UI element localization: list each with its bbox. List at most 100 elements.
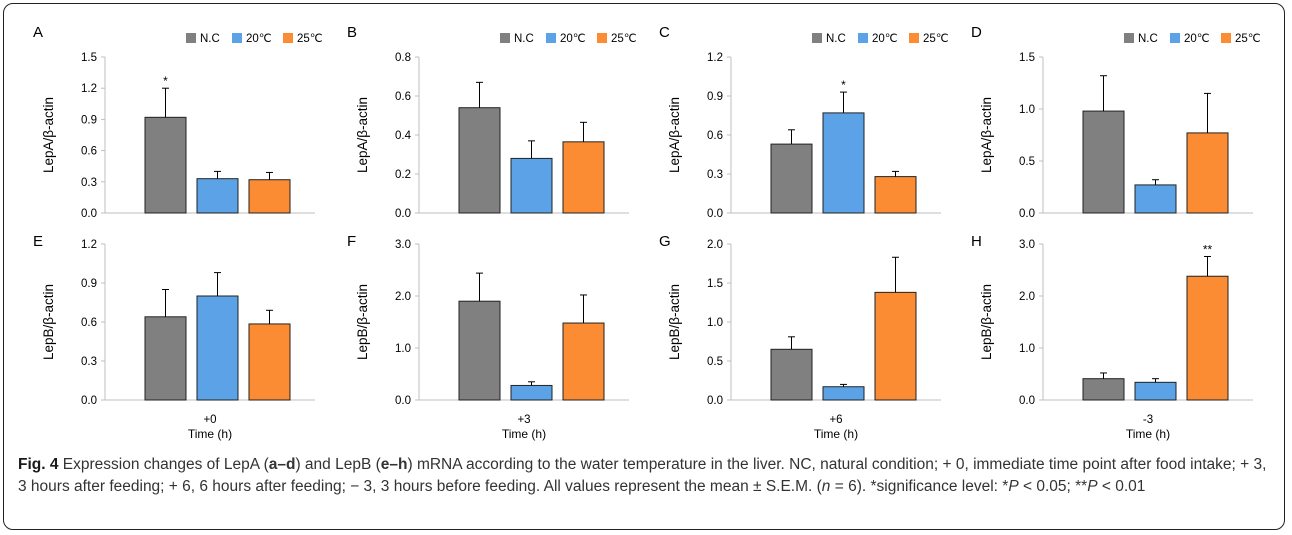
y-tick-label: 0.3: [81, 177, 97, 189]
y-axis-title: LepB/β-actin: [355, 284, 370, 360]
bar: [144, 116, 187, 214]
legend-label: 25℃: [923, 33, 949, 45]
bar: [822, 112, 865, 214]
y-tick-label: 1.5: [1019, 52, 1035, 64]
panel-label: C: [659, 24, 670, 41]
significance-mark: *: [163, 74, 168, 88]
panel-label: G: [659, 233, 671, 250]
bar: [562, 141, 605, 214]
y-tick-label: 1.2: [81, 83, 97, 95]
caption-part: < 0.01: [1097, 478, 1146, 495]
legend-label: N.C: [1138, 33, 1158, 45]
y-tick-label: 2.0: [395, 291, 411, 303]
y-tick-label: 2.0: [707, 239, 723, 251]
y-tick-label: 1.0: [707, 317, 723, 329]
legend-swatch: [546, 33, 556, 43]
caption-part: ) and LepB (: [295, 456, 381, 473]
bar: [1082, 110, 1125, 214]
y-tick-label: 0.5: [1019, 156, 1035, 168]
y-tick-label: 1.5: [707, 278, 723, 290]
panel-label: D: [971, 24, 982, 41]
chart-grid: A N.C 20℃ 25℃ 0.0 0.3 0.6 0.9 1.2 1.5 LepA/β-actin…: [33, 24, 1261, 441]
y-tick-label: 0.0: [395, 395, 411, 407]
y-tick-label: 2.0: [1019, 291, 1035, 303]
legend-swatch: [1221, 33, 1231, 43]
y-axis-title: LepA/β-actin: [979, 97, 994, 173]
y-tick-label: 0.0: [81, 395, 97, 407]
legend-swatch: [186, 33, 196, 43]
panel-label: B: [347, 24, 357, 41]
bar: [874, 176, 917, 214]
bar: [1134, 381, 1177, 401]
y-tick-label: 1.5: [81, 52, 97, 64]
caption-part: P: [1087, 478, 1098, 495]
legend-swatch: [1170, 33, 1180, 43]
bar: [770, 348, 813, 401]
x-axis-title: Time (h): [814, 427, 858, 441]
legend-swatch: [283, 33, 293, 43]
y-tick-label: 0.9: [81, 114, 97, 126]
y-tick-label: 1.2: [81, 239, 97, 251]
y-axis-title: LepB/β-actin: [41, 284, 56, 360]
bar: [822, 386, 865, 401]
legend-swatch: [858, 33, 868, 43]
legend-swatch: [597, 33, 607, 43]
caption-part: = 6). *significance level: *: [830, 478, 1009, 495]
bar: [562, 322, 605, 401]
y-tick-label: 3.0: [1019, 239, 1035, 251]
panel-label: E: [33, 233, 43, 250]
chart-panel-a: A N.C 20℃ 25℃ 0.0 0.3 0.6 0.9 1.2 1.5 LepA/β-actin…: [33, 24, 323, 220]
caption-part: e–h: [380, 456, 408, 473]
y-tick-label: 0.0: [707, 395, 723, 407]
y-tick-label: 1.0: [1019, 104, 1035, 116]
y-tick-label: 0.9: [707, 91, 723, 103]
y-tick-label: 0.0: [1019, 395, 1035, 407]
x-tick-label: -3: [1143, 414, 1153, 426]
legend-label: 25℃: [1235, 33, 1261, 45]
caption-part: < 0.05; **: [1018, 478, 1088, 495]
y-tick-label: 0.3: [707, 169, 723, 181]
figure-caption: Fig. 4 Expression changes of LepA (a–d) …: [18, 454, 1273, 498]
bar: [248, 179, 291, 214]
x-axis-title: Time (h): [188, 427, 232, 441]
x-axis-title: Time (h): [1126, 427, 1170, 441]
caption-part: a–d: [268, 456, 296, 473]
panel-label: H: [971, 233, 982, 250]
caption-part: ) mRNA according to the water temperatur…: [18, 456, 1267, 495]
bar: [144, 316, 187, 401]
y-tick-label: 1.2: [707, 52, 723, 64]
bar: [458, 300, 501, 401]
figure-frame: [3, 3, 1285, 530]
y-axis-title: LepA/β-actin: [41, 97, 56, 173]
x-axis-title: Time (h): [502, 427, 546, 441]
y-tick-label: 0.2: [395, 169, 411, 181]
y-tick-label: 0.6: [81, 317, 97, 329]
x-tick-label: +3: [517, 414, 530, 426]
y-tick-label: 0.4: [395, 130, 412, 142]
caption-label: Fig. 4: [18, 456, 59, 473]
y-tick-label: 0.0: [1019, 208, 1035, 220]
y-tick-label: 0.0: [81, 208, 97, 220]
bar: [458, 107, 501, 214]
significance-mark: **: [1203, 242, 1213, 256]
y-tick-label: 0.6: [707, 130, 723, 142]
bar: [1186, 132, 1229, 214]
legend-label: 20℃: [560, 33, 586, 45]
y-tick-label: 1.0: [395, 343, 411, 355]
legend-swatch: [909, 33, 919, 43]
chart-panel-d: D N.C 20℃ 25℃ 0.0 0.5 1.0 1.5 LepA/β-actin: [971, 24, 1261, 220]
y-tick-label: 0.0: [395, 208, 411, 220]
y-tick-label: 0.9: [81, 278, 97, 290]
caption-part: n: [821, 478, 831, 495]
legend-label: 25℃: [611, 33, 637, 45]
y-axis-title: LepA/β-actin: [355, 97, 370, 173]
y-axis-title: LepB/β-actin: [979, 284, 994, 360]
chart-panel-b: B N.C 20℃ 25℃ 0.0 0.2 0.4 0.6 0.8 LepA/β-actin: [347, 24, 637, 220]
y-tick-label: 0.6: [81, 146, 97, 158]
y-tick-label: 0.5: [707, 356, 723, 368]
y-axis-title: LepA/β-actin: [667, 97, 682, 173]
